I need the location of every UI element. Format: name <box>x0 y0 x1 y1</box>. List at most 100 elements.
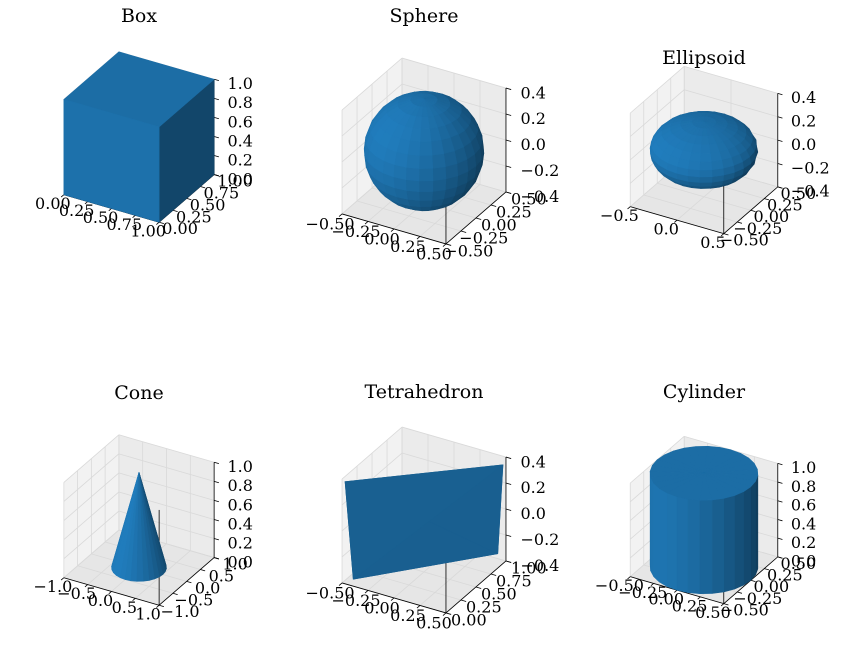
z-tick-mark <box>214 97 220 101</box>
z-tick-label: 0.0 <box>521 135 546 154</box>
x-tick-label: 0.25 <box>59 201 95 220</box>
z-tick-label: 0.2 <box>227 533 252 552</box>
y-tick-mark <box>159 221 165 224</box>
surface-face <box>430 140 445 156</box>
grid-line <box>684 89 778 118</box>
panel-ellipsoid: −0.5 0.0 0.5−0.50−0.250.000.250.50−0.4 −0.2… <box>600 47 830 252</box>
y-tick-label: 0.50 <box>481 585 517 604</box>
y-tick-mark <box>445 612 452 615</box>
z-tick-mark <box>505 87 512 90</box>
y-tick-label: 0.50 <box>781 184 817 203</box>
surface-face <box>689 152 702 163</box>
grid-line <box>63 434 120 483</box>
z-tick-label: 0.0 <box>791 135 816 154</box>
y-tick-mark <box>737 591 743 594</box>
z-tick-label: 0.2 <box>521 478 546 497</box>
z-tick-mark <box>505 560 512 563</box>
panel-title: Cone <box>114 382 163 404</box>
grid-line <box>63 529 120 578</box>
surface-face <box>666 492 678 591</box>
x-tick-mark <box>442 243 447 247</box>
y-tick-label: −0.50 <box>720 231 769 250</box>
panel-title: Ellipsoid <box>662 47 746 69</box>
surface-face <box>659 488 668 587</box>
x-tick-mark <box>108 208 112 212</box>
x-tick-mark <box>627 206 631 210</box>
panel-title: Box <box>121 5 157 27</box>
x-tick-mark <box>390 228 395 232</box>
z-tick-mark <box>214 500 220 503</box>
y-tick-mark <box>490 573 497 576</box>
y-tick-mark <box>490 204 497 207</box>
x-tick-label: 0.25 <box>672 596 708 615</box>
surface-face <box>723 495 735 593</box>
y-tick-mark <box>186 580 192 584</box>
surface-face <box>344 464 504 580</box>
grid-line <box>118 472 215 501</box>
surface-face <box>419 168 434 182</box>
z-tick-mark <box>777 163 783 166</box>
surface-face <box>699 181 713 187</box>
z-tick-mark <box>505 113 512 116</box>
grid-line <box>356 200 462 232</box>
surface-face <box>699 176 713 183</box>
surface-face <box>406 167 420 182</box>
surface-face <box>420 116 430 130</box>
y-tick-label: −1.0 <box>161 602 200 621</box>
y-tick-mark <box>172 209 178 213</box>
z-tick-label: 0.6 <box>227 112 252 131</box>
y-tick-label: 0.00 <box>754 577 790 596</box>
x-tick-mark <box>156 221 160 225</box>
z-tick-label: 0.6 <box>791 496 816 515</box>
surface-face <box>699 161 713 171</box>
surface-face <box>755 474 759 576</box>
x-tick-label: 0.75 <box>107 215 143 234</box>
x-tick-mark <box>60 194 65 198</box>
x-tick-label: −0.25 <box>332 222 381 241</box>
surface-face <box>701 136 710 146</box>
z-tick-mark <box>505 482 512 485</box>
x-tick-label: −0.25 <box>618 583 667 602</box>
surface-face <box>407 140 421 156</box>
panel-cylinder: −0.50−0.250.000.250.50−0.50−0.250.000.25… <box>595 381 816 622</box>
surface-face <box>699 499 713 594</box>
z-tick-label: 0.8 <box>227 93 252 112</box>
z-tick-mark <box>214 78 220 82</box>
y-tick-mark <box>445 243 452 246</box>
x-tick-label: 0.5 <box>700 233 725 252</box>
y-tick-label: 0.75 <box>204 184 240 203</box>
y-tick-mark <box>159 604 165 607</box>
x-tick-mark <box>132 598 136 602</box>
grid-line <box>341 83 403 137</box>
panel-title: Cylinder <box>663 381 746 403</box>
z-tick-label: 1.0 <box>227 74 252 93</box>
z-tick-mark <box>505 165 512 168</box>
z-tick-mark <box>777 537 783 540</box>
surface-face <box>699 169 713 178</box>
z-tick-mark <box>214 519 220 522</box>
surface-face <box>136 472 144 582</box>
x-tick-label: 0.0 <box>88 591 113 610</box>
y-tick-label: −0.50 <box>720 601 769 620</box>
z-tick-mark <box>505 456 512 459</box>
z-tick-mark <box>214 480 220 484</box>
y-tick-mark <box>460 599 467 602</box>
y-tick-mark <box>764 198 770 201</box>
z-tick-mark <box>214 155 220 158</box>
y-tick-mark <box>723 603 729 606</box>
z-tick-mark <box>505 508 512 511</box>
x-tick-mark <box>720 603 725 607</box>
x-tick-mark <box>720 233 725 237</box>
z-tick-mark <box>214 557 220 560</box>
z-tick-mark <box>214 136 220 139</box>
x-tick-mark <box>338 582 343 586</box>
z-tick-label: 0.4 <box>521 83 546 102</box>
z-tick-label: −0.2 <box>521 161 560 180</box>
z-tick-mark <box>214 174 220 177</box>
panel-title: Sphere <box>390 5 459 27</box>
panel-cone: −1.0−0.50.00.51.0 −1.0−0.50.00.51.00.00.2… <box>33 382 252 624</box>
z-tick-label: 0.4 <box>227 514 252 533</box>
x-tick-mark <box>84 201 88 205</box>
y-tick-label: 1.0 <box>222 555 247 574</box>
z-tick-label: 0.4 <box>227 131 252 150</box>
